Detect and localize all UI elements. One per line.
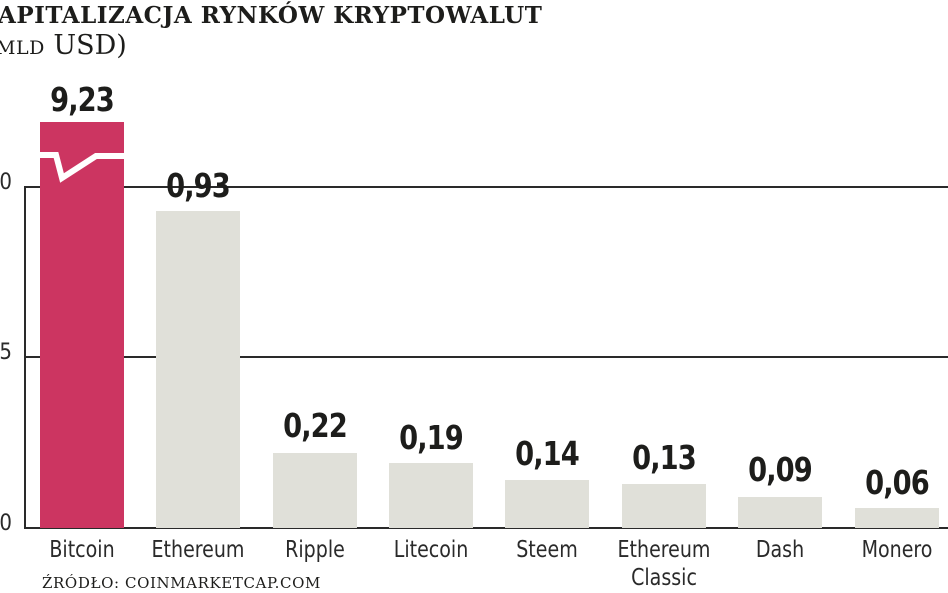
value-label-ethereum-classic: 0,13 [632,438,697,477]
chart-title: APITALIZACJA RYNKÓW KRYPTOWALUT [0,2,543,29]
value-label-dash: 0,09 [748,450,813,489]
y-axis-line [24,186,26,529]
category-label-litecoin: Litecoin [393,537,469,563]
value-label-monero: 0,06 [865,463,930,502]
category-label-bitcoin: Bitcoin [49,537,115,563]
bar-bitcoin [40,122,124,528]
category-label-ethereum: Ethereum [151,537,245,563]
category-label-ethereum-classic: Ethereum Classic [617,537,711,591]
category-label-steem: Steem [516,537,578,563]
value-label-steem: 0,14 [515,434,580,473]
bar-ripple [273,453,357,528]
chart-subtitle: MLD USD) [0,30,127,61]
bar-monero [855,508,939,528]
y-tick-0: 0 [0,511,12,536]
source-note: ŹRÓDŁO: COINMARKETCAP.COM [42,574,321,592]
category-label-ripple: Ripple [285,537,345,563]
value-label-litecoin: 0,19 [399,418,464,457]
value-label-ethereum: 0,93 [166,166,231,205]
y-tick-0-5: 5 [0,340,12,365]
y-tick-1-0: 0 [0,170,12,195]
bar-litecoin [389,463,473,528]
subtitle-prefix: MLD [0,37,45,59]
gridline-0-5 [26,356,948,358]
bar-ethereum [156,211,240,528]
baseline-0 [26,527,948,529]
bar-steem [505,480,589,528]
category-label-dash: Dash [755,537,805,563]
value-label-ripple: 0,22 [283,406,348,445]
value-label-bitcoin: 9,23 [50,80,115,119]
bar-ethereum-classic [622,484,706,528]
subtitle-unit: USD) [44,30,127,61]
bar-dash [738,497,822,528]
axis-break-icon [40,152,124,183]
category-label-monero: Monero [861,537,933,563]
gridline-1-0 [26,186,948,188]
